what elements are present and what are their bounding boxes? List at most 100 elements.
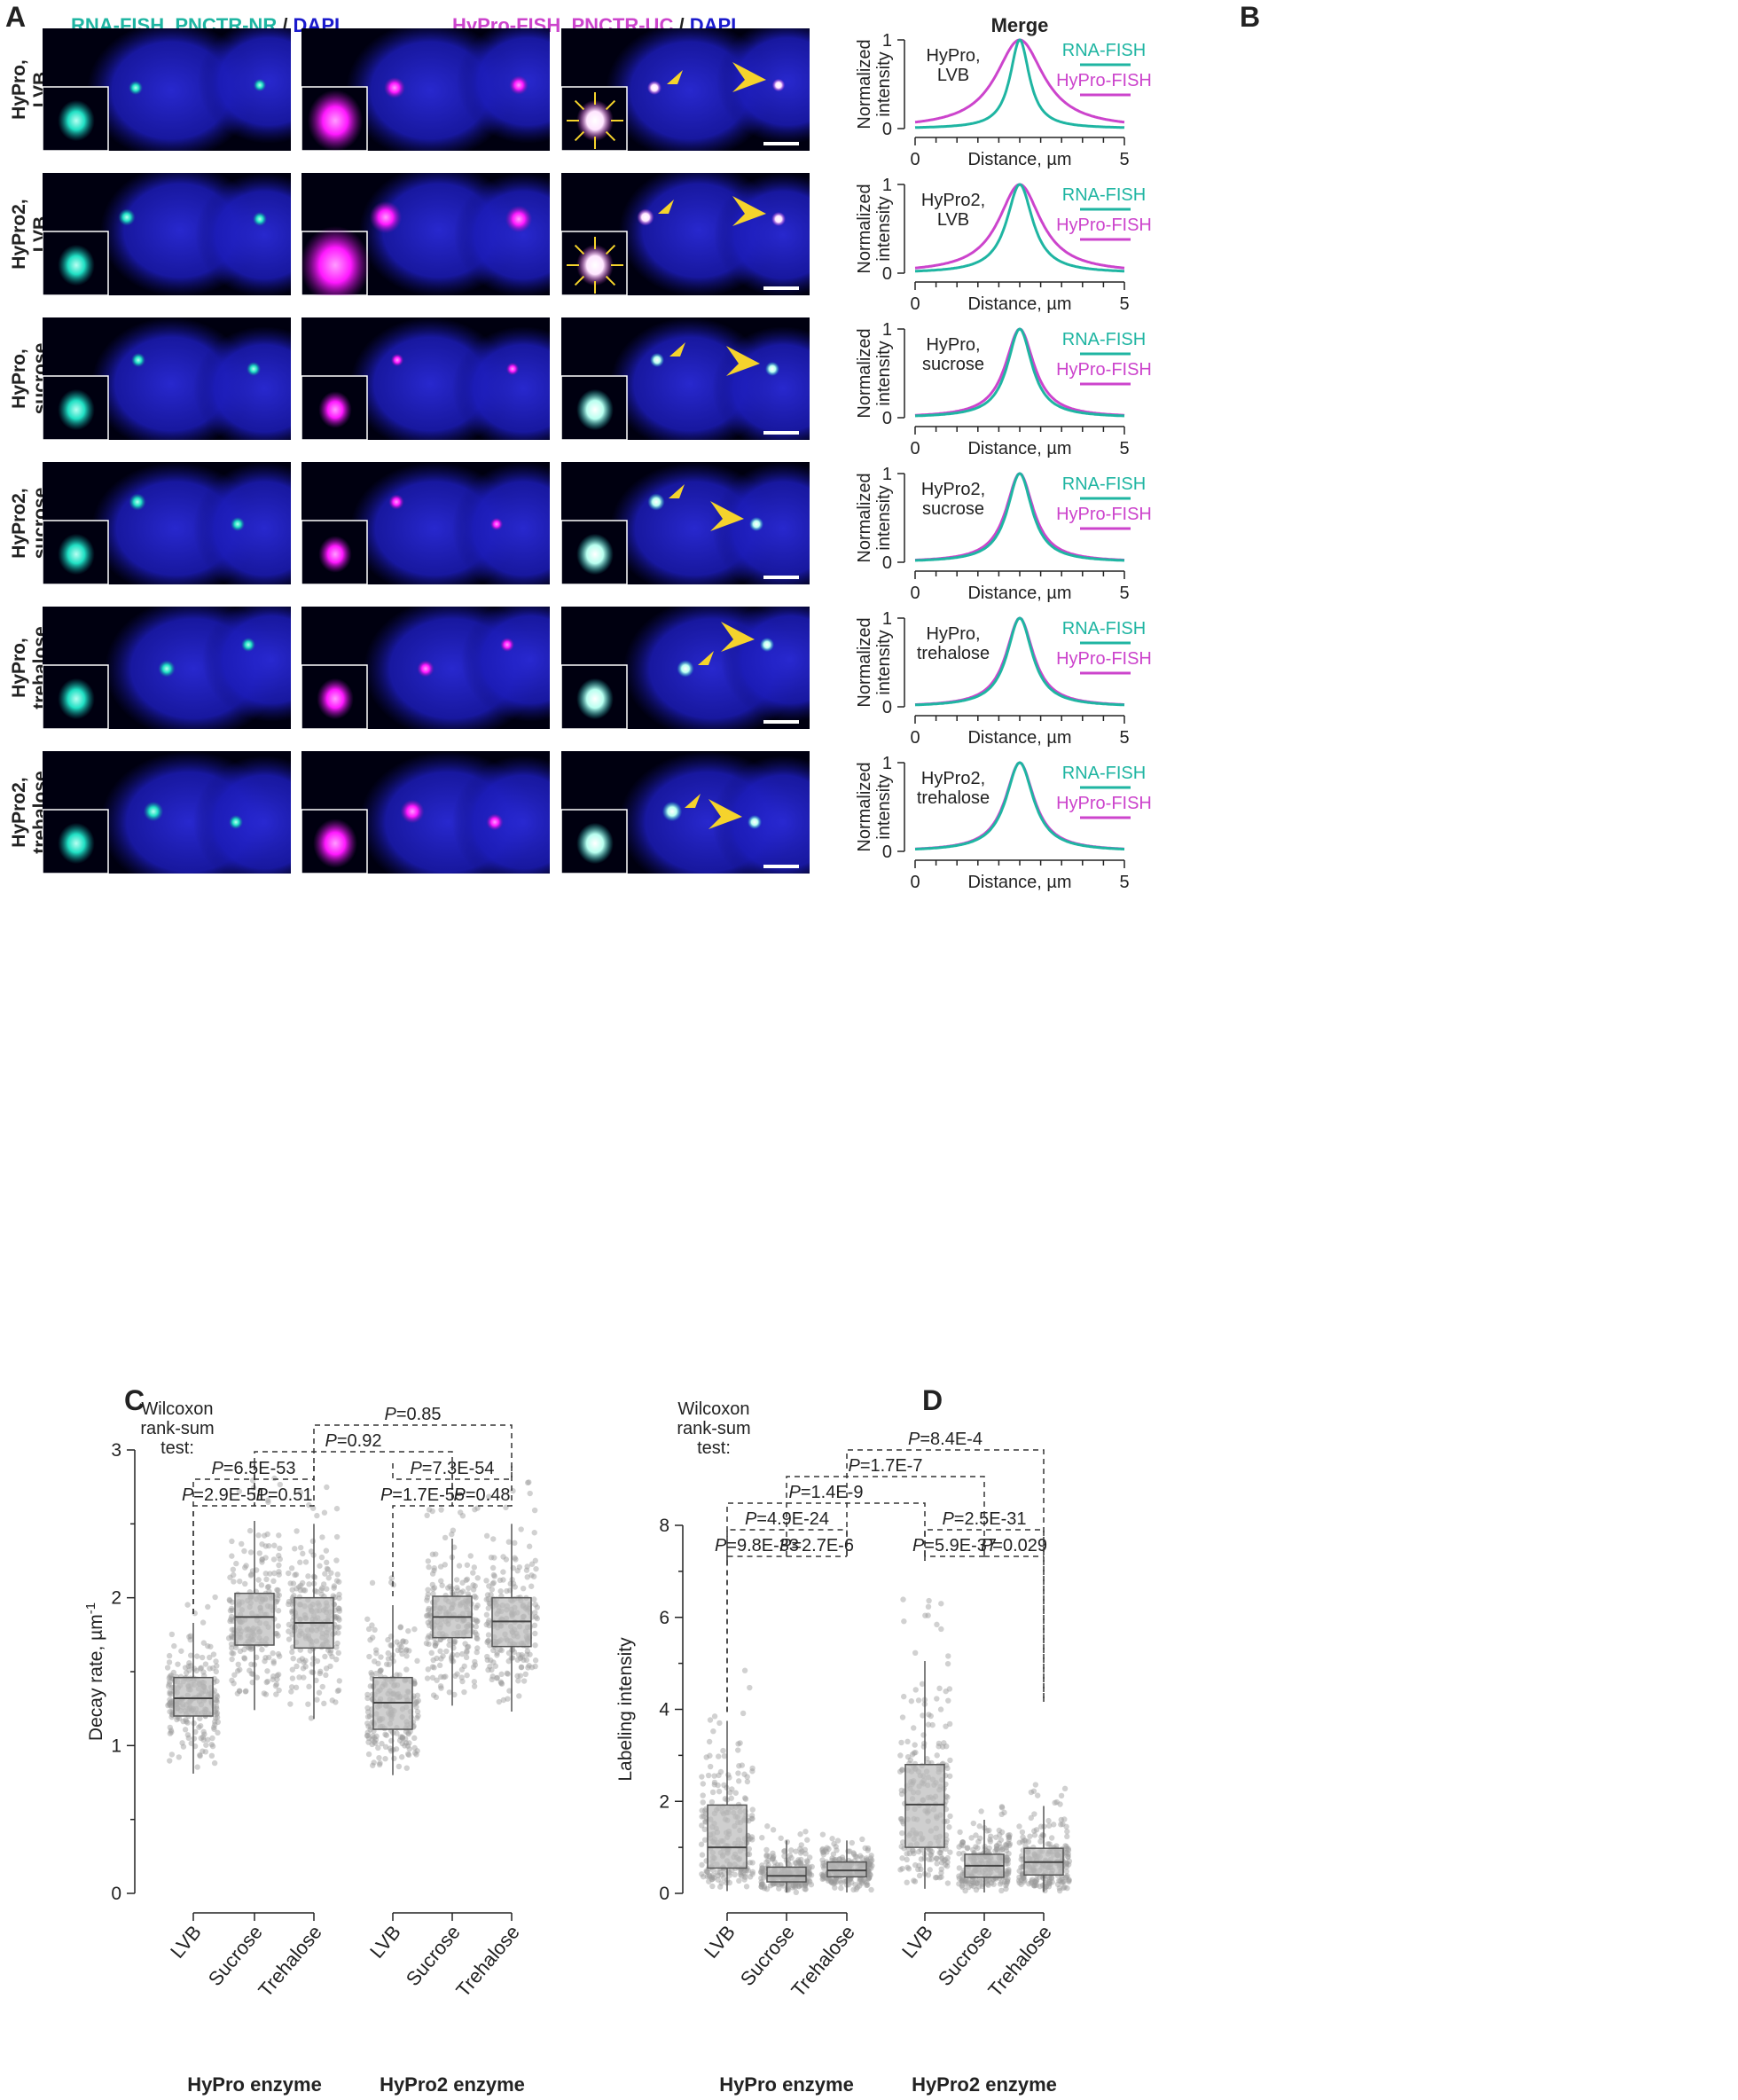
data-point [700,1792,706,1798]
data-point [406,1648,412,1654]
legend-hypro: HyPro-FISH [1056,215,1152,235]
fish-spot [158,660,176,678]
scale-bar [763,865,799,868]
x-tick-label: 5 [1119,294,1129,314]
data-point [369,1579,376,1587]
data-point [899,1714,906,1720]
data-point [1016,1839,1022,1845]
data-point [271,1542,278,1548]
data-point [299,1579,306,1587]
data-point [470,1570,476,1576]
comparison-bracket [192,1463,315,1614]
data-point [852,1853,858,1860]
data-point [261,1532,268,1539]
data-point [1066,1858,1073,1864]
rna-fish-line [914,472,1125,562]
p-value: =0.92 [337,1431,382,1451]
data-point [259,1559,265,1565]
data-point [1030,1882,1037,1889]
data-point [168,1698,175,1705]
p-value-label: P=0.85 [385,1405,442,1424]
data-point [699,1822,705,1829]
data-point [387,1745,394,1751]
data-point [959,1842,967,1849]
data-point [411,1744,418,1751]
micrograph-r6-c2 [301,751,550,874]
inset-spot [58,533,95,576]
data-point [505,1696,511,1702]
y-tick-label: 1 [111,1736,121,1756]
data-point [1065,1847,1072,1853]
data-point [703,1754,709,1760]
data-point [706,1872,712,1878]
data-point [270,1556,278,1563]
data-point [514,1673,521,1680]
data-point [793,1883,799,1889]
data-point [397,1625,403,1631]
data-point [459,1588,466,1595]
data-point [197,1715,203,1721]
micrograph-content [561,173,810,295]
data-point [288,1689,294,1695]
data-point [472,1507,478,1513]
data-point [366,1653,372,1660]
data-point [943,1723,949,1729]
p-value-label: P=7.3E-54 [410,1459,494,1478]
data-point [987,1837,993,1843]
data-point [425,1619,431,1626]
data-point [897,1867,904,1873]
data-point [749,1815,755,1822]
data-point [928,1712,934,1720]
data-point [411,1750,419,1756]
data-point [199,1654,206,1661]
data-point [447,1583,453,1590]
inset-spot [58,678,95,720]
data-point [845,1848,851,1854]
data-point [471,1564,478,1571]
data-point [325,1566,332,1572]
data-point [286,1598,293,1605]
p-symbol: P [912,1536,925,1555]
data-point [167,1679,173,1685]
p-value: =8.4E-4 [920,1430,983,1449]
data-point [828,1879,834,1885]
data-point [792,1884,798,1891]
data-point [986,1877,992,1884]
data-point [1065,1861,1072,1868]
y-tick-label: 4 [659,1700,669,1720]
data-point [866,1865,873,1871]
data-point [795,1881,802,1887]
data-point [1058,1816,1064,1823]
data-point [249,1679,255,1686]
data-point [394,1672,400,1678]
data-point [1006,1834,1013,1841]
data-point [998,1811,1005,1818]
data-point [491,1555,497,1561]
data-point [415,1712,421,1720]
data-point [1063,1860,1070,1866]
x-tick-label: Sucrose [934,1921,997,1990]
data-point [1058,1792,1065,1799]
data-point [274,1587,280,1593]
x-tick-label: 0 [910,294,920,314]
data-point [331,1583,338,1589]
data-point [429,1664,436,1670]
data-point [430,1657,436,1664]
data-point [325,1575,332,1581]
data-point [198,1665,205,1671]
data-point [515,1678,521,1684]
data-point [807,1878,813,1885]
inset-spot [317,678,354,720]
data-point [760,1868,767,1874]
data-point [857,1883,863,1889]
y-tick-label: 0 [111,1884,121,1904]
data-point [1048,1835,1055,1841]
data-point [781,1853,787,1860]
data-point [231,1681,237,1687]
data-point [741,1795,748,1801]
data-point [970,1883,977,1890]
data-point [183,1717,189,1723]
data-point [711,1782,717,1788]
p-value: =5.9E-37 [924,1536,997,1555]
